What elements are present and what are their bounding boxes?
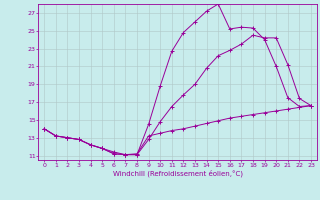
X-axis label: Windchill (Refroidissement éolien,°C): Windchill (Refroidissement éolien,°C)	[113, 169, 243, 177]
